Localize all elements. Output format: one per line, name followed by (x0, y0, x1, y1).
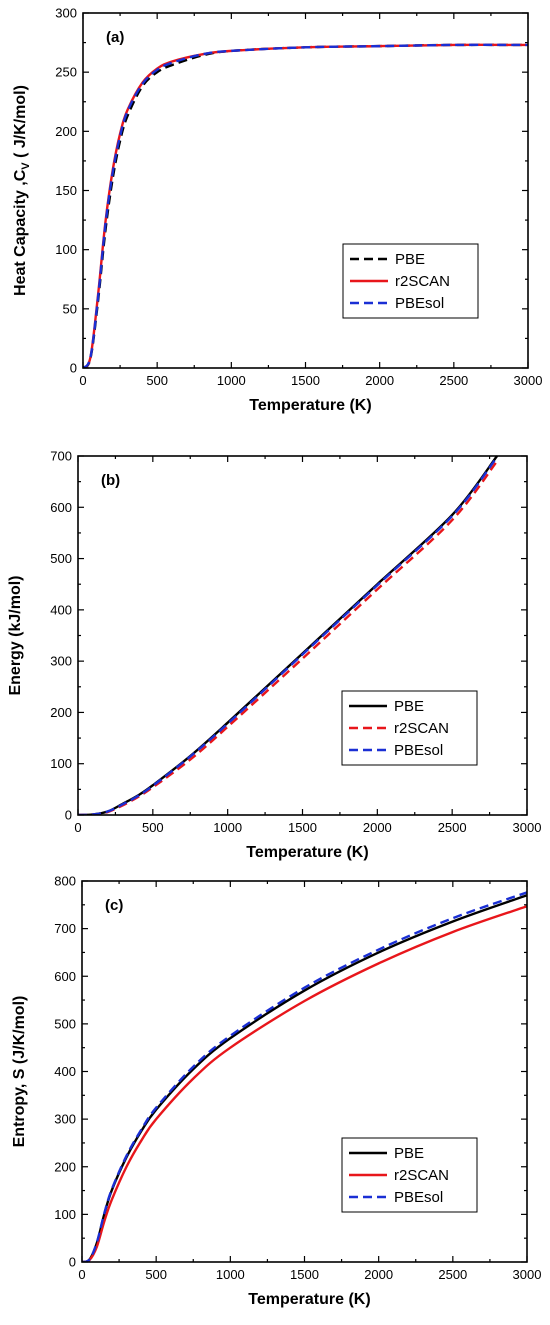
series-group (78, 455, 499, 815)
x-tick-label: 2000 (363, 820, 392, 835)
y-tick-label: 600 (50, 500, 72, 515)
y-tick-label: 150 (55, 183, 77, 198)
x-axis-title: Temperature (K) (248, 1291, 370, 1308)
series-line-pbesol (83, 43, 528, 368)
chart-panel-1: 0 500 1000 1500 2000 2500 3000 0 50 100 150 200 250 3… (12, 6, 542, 415)
series-line-r2scan (82, 905, 527, 1262)
y-tick-label: 300 (55, 6, 77, 21)
y-tick-label: 50 (63, 301, 77, 316)
x-tick-label: 0 (79, 373, 86, 388)
y-tick-label: 700 (54, 921, 76, 936)
series-line-pbe (83, 43, 528, 368)
panel-label: (a) (106, 29, 124, 46)
y-tick-label: 0 (70, 361, 77, 376)
series-line-pbesol (78, 456, 499, 815)
legend-label-pbe: PBE (394, 698, 424, 715)
x-tick-label: 2500 (438, 820, 467, 835)
x-tick-label: 2500 (439, 373, 468, 388)
x-tick-label: 0 (74, 820, 81, 835)
x-tick-label: 1500 (291, 373, 320, 388)
series-group (82, 891, 527, 1262)
panel-label: (c) (105, 897, 123, 914)
x-tick-label: 0 (78, 1267, 85, 1282)
y-tick-label: 400 (54, 1064, 76, 1079)
y-tick-label: 250 (55, 65, 77, 80)
x-tick-label: 500 (145, 1267, 167, 1282)
legend-label-r2scan: r2SCAN (395, 273, 450, 290)
y-tick-label: 500 (54, 1016, 76, 1031)
y-tick-label: 0 (65, 808, 72, 823)
x-tick-label: 500 (142, 820, 164, 835)
legend-label-pbesol: PBEsol (394, 1189, 443, 1206)
legend-label-pbesol: PBEsol (395, 295, 444, 312)
chart-panel-3: 0 500 1000 1500 2000 2500 3000 0 100 200 300 400 500… (11, 874, 541, 1309)
y-tick-label: 300 (50, 654, 72, 669)
x-tick-label: 500 (146, 373, 168, 388)
x-tick-label: 2000 (365, 373, 394, 388)
x-axis-title: Temperature (K) (246, 844, 368, 861)
y-tick-label: 200 (55, 124, 77, 139)
x-axis-title: Temperature (K) (249, 397, 371, 414)
legend: PBE r2SCAN PBEsol (341, 1137, 478, 1213)
x-tick-label: 1000 (216, 1267, 245, 1282)
y-axis-title: Entropy, S (J/K/mol) (11, 996, 28, 1148)
series-line-pbesol (82, 891, 527, 1262)
y-tick-label: 100 (55, 242, 77, 257)
x-tick-label: 1000 (213, 820, 242, 835)
legend-label-pbe: PBE (394, 1145, 424, 1162)
y-tick-label: 400 (50, 602, 72, 617)
panel-label: (b) (101, 472, 120, 489)
y-tick-label: 300 (54, 1112, 76, 1127)
x-tick-label: 3000 (513, 820, 542, 835)
x-tick-label: 3000 (513, 1267, 542, 1282)
legend-label-r2scan: r2SCAN (394, 720, 449, 737)
series-group (83, 43, 528, 368)
y-tick-label: 700 (50, 449, 72, 464)
y-axis-title: Heat Capacity ,CV ( J/K/mol) (12, 85, 32, 296)
legend-label-pbe: PBE (395, 251, 425, 268)
legend: PBE r2SCAN PBEsol (341, 690, 478, 766)
y-tick-label: 800 (54, 874, 76, 889)
x-tick-label: 3000 (514, 373, 543, 388)
y-tick-label: 0 (69, 1255, 76, 1270)
legend-label-pbesol: PBEsol (394, 742, 443, 759)
series-line-r2scan (83, 43, 528, 368)
x-tick-label: 2000 (364, 1267, 393, 1282)
legend: PBE r2SCAN PBEsol (342, 243, 479, 319)
legend-label-r2scan: r2SCAN (394, 1167, 449, 1184)
x-tick-label: 1500 (290, 1267, 319, 1282)
y-tick-label: 100 (54, 1207, 76, 1222)
x-tick-label: 1500 (288, 820, 317, 835)
y-axis-title: Energy (kJ/mol) (7, 575, 24, 695)
y-tick-label: 100 (50, 756, 72, 771)
x-tick-label: 1000 (217, 373, 246, 388)
y-tick-label: 200 (54, 1159, 76, 1174)
y-tick-label: 500 (50, 551, 72, 566)
y-tick-label: 200 (50, 705, 72, 720)
chart-panel-2: 0 500 1000 1500 2000 2500 3000 0 100 200 300 400 500… (7, 449, 541, 862)
x-tick-label: 2500 (438, 1267, 467, 1282)
y-tick-label: 600 (54, 969, 76, 984)
